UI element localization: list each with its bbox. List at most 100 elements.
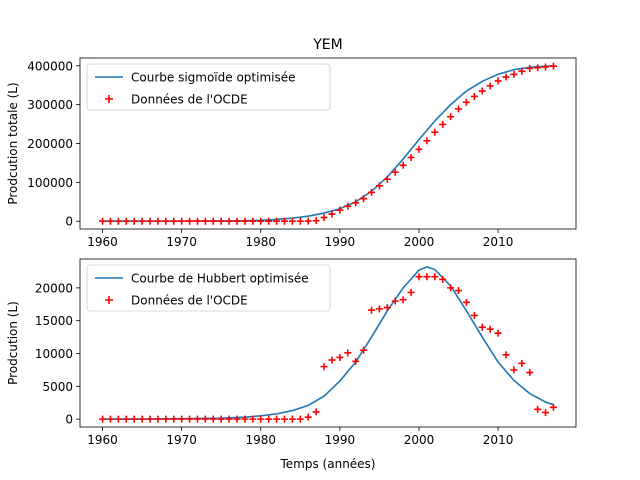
data-point xyxy=(233,415,241,423)
data-point xyxy=(138,415,146,423)
data-point xyxy=(280,217,288,225)
data-point xyxy=(391,297,399,305)
data-point xyxy=(352,199,360,207)
data-point xyxy=(439,275,447,283)
data-point xyxy=(280,415,288,423)
data-point xyxy=(470,92,478,100)
legend-entry-label: Courbe de Hubbert optimisée xyxy=(131,272,309,286)
data-point xyxy=(320,363,328,371)
data-point xyxy=(510,366,518,374)
data-point xyxy=(217,415,225,423)
data-point xyxy=(344,202,352,210)
data-point xyxy=(502,351,510,359)
y-tick-label: 0 xyxy=(65,413,73,427)
y-tick-label: 0 xyxy=(65,215,73,229)
data-point xyxy=(257,217,265,225)
data-point xyxy=(352,357,360,365)
data-point xyxy=(423,273,431,281)
data-point xyxy=(249,415,257,423)
data-point xyxy=(431,128,439,136)
data-point xyxy=(336,206,344,214)
data-point xyxy=(312,217,320,225)
legend-entry-label: Données de l'OCDE xyxy=(131,294,248,308)
data-point xyxy=(178,415,186,423)
axes-frame xyxy=(79,57,577,230)
data-point xyxy=(526,369,534,377)
data-point xyxy=(534,405,542,413)
data-point xyxy=(549,403,557,411)
fitted-curve-line xyxy=(102,266,554,420)
data-point xyxy=(439,120,447,128)
x-tick-label: 2010 xyxy=(483,235,514,249)
data-point xyxy=(138,217,146,225)
data-point xyxy=(542,63,550,71)
legend-box xyxy=(86,264,331,312)
x-tick-label: 1980 xyxy=(245,433,276,447)
data-point xyxy=(273,415,281,423)
data-point xyxy=(360,195,368,203)
data-point xyxy=(391,168,399,176)
data-point xyxy=(447,284,455,292)
x-tick-label: 1990 xyxy=(325,433,356,447)
y-tick-label: 100000 xyxy=(27,176,73,190)
data-point xyxy=(209,415,217,423)
x-tick-label: 2000 xyxy=(404,235,435,249)
data-point xyxy=(265,415,273,423)
data-point xyxy=(201,415,209,423)
data-point xyxy=(225,415,233,423)
data-point xyxy=(217,217,225,225)
data-point xyxy=(154,415,162,423)
data-point xyxy=(470,311,478,319)
data-point xyxy=(542,409,550,417)
legend-entry-label: Courbe sigmoïde optimisée xyxy=(131,71,296,85)
data-point xyxy=(265,217,273,225)
data-point xyxy=(320,214,328,222)
data-point xyxy=(431,273,439,281)
y-axis-label: Prodcution totale (L) xyxy=(6,82,20,204)
data-point xyxy=(273,217,281,225)
data-point xyxy=(209,217,217,225)
data-point xyxy=(462,298,470,306)
legend-marker-swatch xyxy=(105,95,113,103)
data-point xyxy=(170,217,178,225)
y-tick-label: 15000 xyxy=(35,314,73,328)
data-point xyxy=(494,77,502,85)
data-point xyxy=(193,217,201,225)
data-point xyxy=(146,217,154,225)
data-point xyxy=(423,137,431,145)
data-point xyxy=(415,145,423,153)
legend-marker-swatch xyxy=(105,296,113,304)
data-point xyxy=(526,64,534,72)
x-tick-label: 1990 xyxy=(325,235,356,249)
data-point xyxy=(502,73,510,81)
data-point xyxy=(344,349,352,357)
data-point xyxy=(368,306,376,314)
data-point xyxy=(518,67,526,75)
data-point xyxy=(407,288,415,296)
data-point xyxy=(312,408,320,416)
legend: Courbe de Hubbert optimisée Données de l'… xyxy=(86,264,331,312)
x-tick-label: 2000 xyxy=(404,433,435,447)
data-point xyxy=(415,273,423,281)
x-tick-label: 1960 xyxy=(87,235,118,249)
data-point xyxy=(170,415,178,423)
data-point xyxy=(486,82,494,90)
data-point xyxy=(162,217,170,225)
data-point xyxy=(130,415,138,423)
data-point xyxy=(360,346,368,354)
x-tick-label: 1970 xyxy=(166,235,197,249)
data-point xyxy=(130,217,138,225)
data-point xyxy=(288,217,296,225)
data-point xyxy=(486,325,494,333)
data-point xyxy=(288,415,296,423)
y-tick-label: 300000 xyxy=(27,98,73,112)
data-point xyxy=(114,415,122,423)
data-point xyxy=(328,356,336,364)
data-point xyxy=(178,217,186,225)
y-tick-label: 20000 xyxy=(35,281,73,295)
x-tick-label: 2010 xyxy=(483,433,514,447)
axes-frame xyxy=(79,258,577,428)
data-point xyxy=(122,415,130,423)
legend-entry-label: Données de l'OCDE xyxy=(131,93,248,107)
